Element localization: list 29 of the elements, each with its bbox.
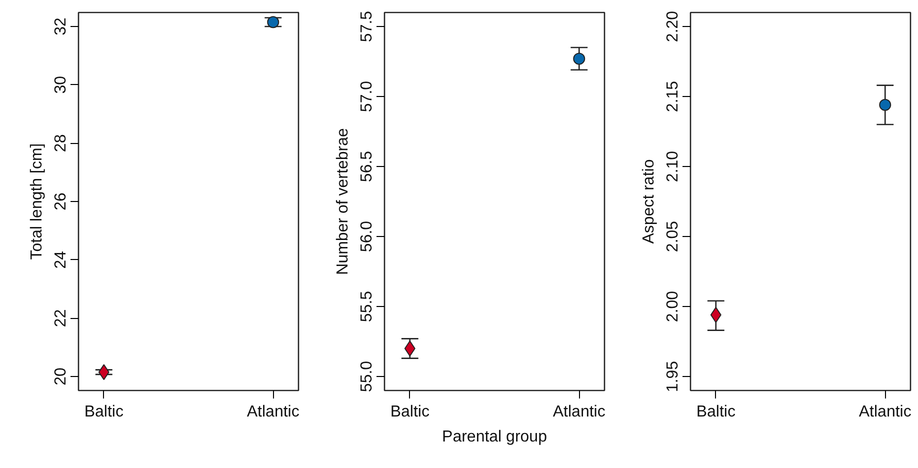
y-tick-label: 1.95 [664,360,682,392]
y-tick-label: 2.20 [664,10,682,42]
y-axis-title: Total length [cm] [28,143,46,260]
x-tick-label: Atlantic [552,404,606,420]
x-tick-label: Baltic [390,404,430,420]
y-tick-label: 28 [52,134,70,152]
x-tick-label: Atlantic [246,404,300,420]
x-tick-label: Atlantic [858,404,912,420]
x-tick-label: Baltic [696,404,736,420]
y-tick-label: 24 [52,250,70,269]
y-tick-label: 2.15 [664,80,682,112]
y-tick-label: 55.5 [358,290,376,322]
y-tick-label: 56.5 [358,150,376,182]
y-axis-title: Number of vertebrae [334,128,352,275]
y-tick-label: 2.10 [664,150,682,182]
y-tick-label: 20 [52,368,70,386]
y-tick-label: 57.5 [358,10,376,42]
x-tick-label: Baltic [84,404,124,420]
y-tick-label: 32 [52,18,70,36]
y-tick-label: 57.0 [358,80,376,112]
y-tick-label: 55.0 [358,360,376,392]
y-tick-label: 26 [52,192,70,210]
y-tick-label: 2.00 [664,290,682,322]
y-tick-label: 56.0 [358,220,376,252]
x-axis-title: Parental group [442,428,548,446]
y-axis-title: Aspect ratio [640,159,658,244]
y-tick-label: 2.05 [664,220,682,252]
y-tick-label: 30 [52,76,70,94]
y-tick-label: 22 [52,309,70,328]
